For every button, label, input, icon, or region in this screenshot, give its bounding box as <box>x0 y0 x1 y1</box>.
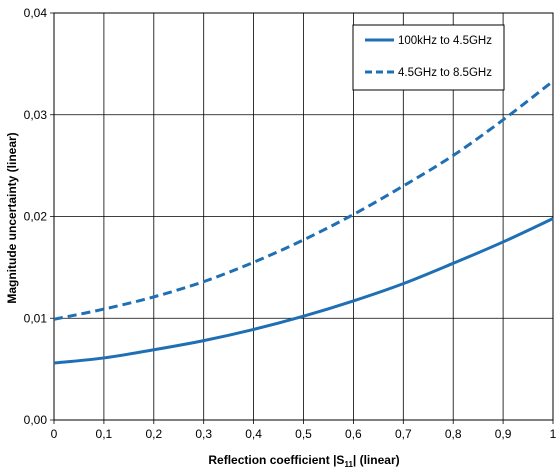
x-tick-label: 0,7 <box>395 427 412 441</box>
series-line-2 <box>53 79 554 321</box>
x-tick-label: 0 <box>51 427 58 441</box>
x-tick-label: 1 <box>550 427 557 441</box>
y-tick-label: 0,02 <box>24 210 48 224</box>
x-tick-label: 0,5 <box>295 427 312 441</box>
legend-label-series-1: 100kHz to 4.5GHz <box>398 35 492 47</box>
series-line-1 <box>53 217 554 365</box>
legend-box <box>352 24 505 91</box>
y-tick-label: 0,04 <box>24 6 48 20</box>
y-tick-label: 0,03 <box>24 108 48 122</box>
y-tick-label: 0,01 <box>24 311 48 325</box>
x-tick-labels: 0 0,1 0,2 0,3 0,4 0,5 0,6 0,7 0,8 0,9 1 <box>51 427 557 441</box>
x-tick-label: 0,6 <box>345 427 362 441</box>
x-tick-label: 0,9 <box>495 427 512 441</box>
plot-frame <box>53 12 554 421</box>
legend-label-series-2: 4.5GHz to 8.5GHz <box>398 67 492 79</box>
legend: 100kHz to 4.5GHz 4.5GHz to 8.5GHz <box>352 24 505 91</box>
x-tick-label: 0,3 <box>195 427 212 441</box>
x-tick-label: 0,2 <box>145 427 162 441</box>
y-tick-label: 0,00 <box>24 413 48 427</box>
x-tick-label: 0,8 <box>445 427 462 441</box>
y-tick-labels: 0,00 0,01 0,02 0,03 0,04 <box>24 6 48 427</box>
y-axis-title: Magnitude uncertainty (linear) <box>5 132 19 303</box>
x-axis-title: Reflection coefficient |S11| (linear) <box>208 453 399 469</box>
x-tick-label: 0,4 <box>245 427 262 441</box>
x-tick-label: 0,1 <box>96 427 113 441</box>
series-layer <box>53 79 554 365</box>
